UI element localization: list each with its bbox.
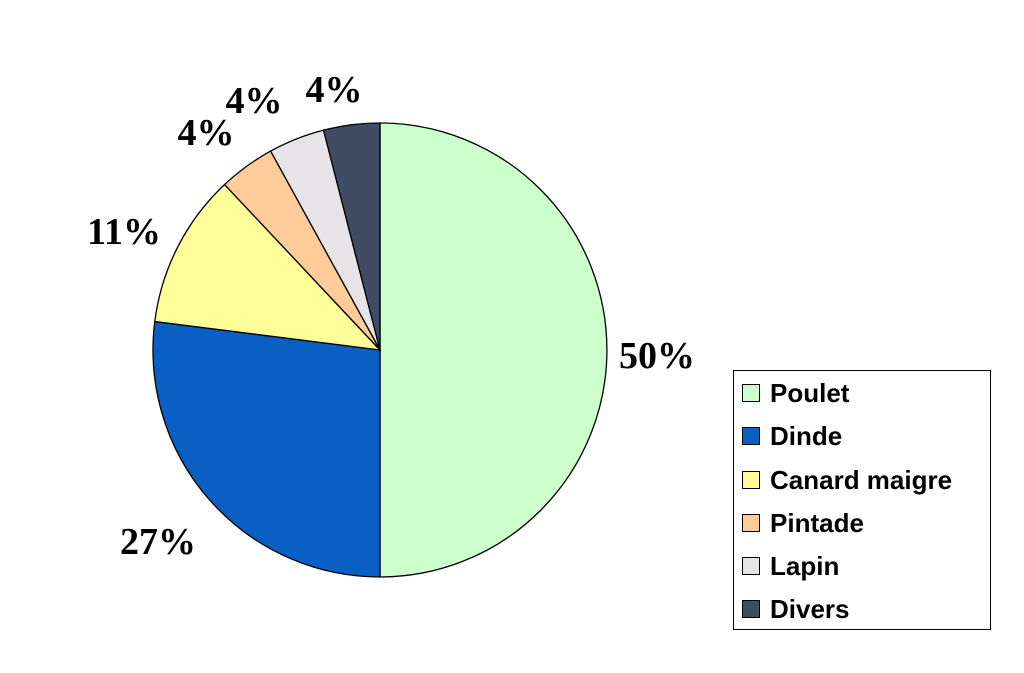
pct-label-poulet: 50% <box>619 335 695 377</box>
legend-label-divers: Divers <box>770 593 850 624</box>
legend-swatch-divers <box>742 600 760 618</box>
pct-label-canard-maigre: 11% <box>87 211 161 253</box>
pct-label-lapin: 4% <box>226 80 283 122</box>
pct-label-dinde: 27% <box>120 521 196 563</box>
legend-item-poulet: Poulet <box>742 378 849 408</box>
legend-label-pintade: Pintade <box>770 507 864 538</box>
legend-item-lapin: Lapin <box>742 551 839 581</box>
legend-item-dinde: Dinde <box>742 421 842 451</box>
legend-swatch-poulet <box>742 384 760 402</box>
pie-slice-canard-maigre <box>154 183 382 351</box>
legend-item-divers: Divers <box>742 594 850 624</box>
legend: Poulet Dinde Canard maigre Pintade Lapin… <box>733 370 991 630</box>
legend-swatch-canard-maigre <box>742 471 760 489</box>
pct-label-divers: 4% <box>306 69 363 111</box>
legend-label-dinde: Dinde <box>770 420 843 451</box>
legend-swatch-dinde <box>742 427 760 445</box>
pie-slice-dinde <box>152 320 381 578</box>
legend-swatch-pintade <box>742 514 760 532</box>
legend-label-canard-maigre: Canard maigre <box>770 464 953 495</box>
pie-slice-divers <box>322 122 381 351</box>
pie-slice-poulet <box>379 122 608 578</box>
legend-label-poulet: Poulet <box>770 377 850 408</box>
legend-item-canard-maigre: Canard maigre <box>742 465 952 495</box>
legend-item-pintade: Pintade <box>742 508 864 538</box>
legend-label-lapin: Lapin <box>770 550 840 581</box>
legend-swatch-lapin <box>742 557 760 575</box>
pct-label-pintade: 4% <box>178 112 235 154</box>
